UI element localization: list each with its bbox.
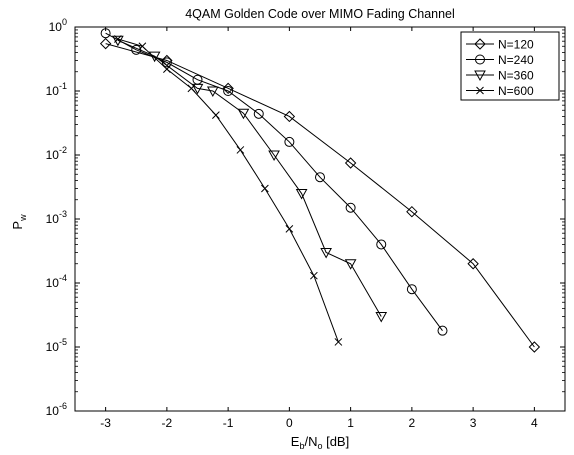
data-point [344, 157, 357, 169]
data-point [285, 225, 294, 233]
data-point [222, 82, 234, 95]
y-tick-label: 10-1 [46, 81, 67, 98]
series-line [105, 32, 443, 331]
x-axis: -3 -2 -1 0 1 2 3 4 [100, 27, 538, 430]
data-point [375, 311, 388, 323]
data-point [261, 184, 269, 193]
y-tick-label: 10-4 [46, 273, 67, 290]
series-line [117, 38, 339, 343]
data-point [528, 341, 541, 353]
data-point [163, 65, 171, 73]
legend-marker [476, 86, 484, 95]
data-point [334, 338, 343, 346]
data-point [99, 37, 112, 50]
series-line [117, 39, 382, 317]
series-n-360 [112, 35, 388, 323]
data-point [406, 206, 418, 218]
data-point [376, 239, 387, 250]
chart-title: 4QAM Golden Code over MIMO Fading Channe… [185, 7, 455, 21]
data-point [268, 150, 280, 162]
data-point [187, 84, 196, 93]
data-point [223, 86, 234, 96]
legend-label: N=600 [498, 84, 534, 98]
data-point [283, 110, 296, 123]
x-tick-label: 1 [347, 416, 354, 430]
series-layer [99, 28, 541, 353]
data-point [344, 259, 357, 270]
data-point [236, 146, 245, 154]
data-point [320, 247, 332, 259]
x-tick-label: -2 [162, 416, 173, 430]
data-point [295, 189, 308, 200]
y-tick-label: 10-6 [46, 401, 67, 418]
data-point [237, 108, 250, 120]
x-tick-label: -1 [223, 416, 234, 430]
data-point [100, 28, 111, 39]
data-point [406, 284, 417, 295]
data-point [212, 111, 220, 119]
data-point [467, 258, 479, 270]
legend-label: N=120 [498, 38, 534, 52]
series-n-240 [100, 28, 448, 336]
y-tick-label: 10-3 [46, 209, 67, 226]
legend-label: N=360 [498, 69, 534, 83]
legend-marker [474, 70, 486, 82]
x-tick-label: 4 [531, 416, 538, 430]
y-tick-label: 10-5 [46, 337, 67, 354]
legend-box [460, 31, 560, 101]
data-point [284, 136, 295, 147]
data-point [114, 35, 122, 43]
x-tick-label: 3 [470, 416, 477, 430]
x-axis-label: Eb/No [dB] [291, 434, 349, 451]
series-line [105, 43, 535, 348]
y-axis: 100 10-1 10-2 10-3 10-4 10-5 10-6 [46, 17, 565, 418]
data-point [138, 42, 147, 51]
data-point [315, 172, 325, 183]
data-point [253, 108, 264, 119]
y-tick-label: 10-2 [46, 145, 67, 162]
data-point [191, 83, 204, 95]
x-tick-label: 0 [286, 416, 293, 430]
data-point [310, 271, 318, 280]
data-point [206, 86, 219, 98]
series-n-600 [114, 35, 343, 346]
data-point [148, 51, 161, 63]
data-point [345, 202, 356, 213]
x-tick-label: 2 [409, 416, 416, 430]
legend-marker [474, 38, 486, 50]
y-tick-label: 100 [49, 17, 67, 34]
x-tick-label: -3 [100, 416, 111, 430]
y-axis-label: Pw [10, 214, 28, 230]
data-point [437, 325, 448, 336]
legend-marker [475, 54, 485, 65]
legend-label: N=240 [498, 53, 534, 67]
